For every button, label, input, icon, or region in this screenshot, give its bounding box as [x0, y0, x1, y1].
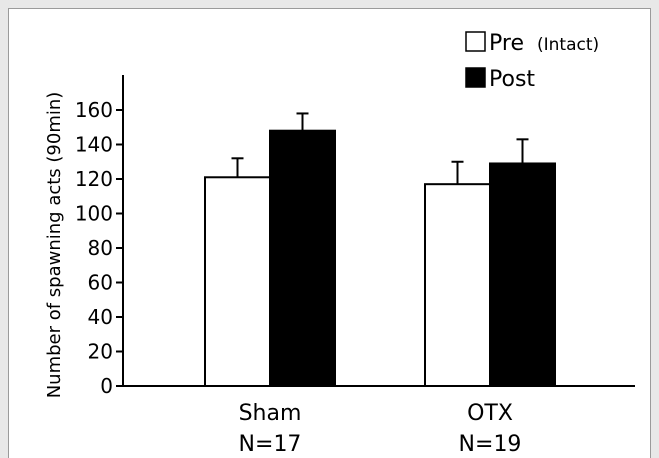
y-axis-label: Number of spawning acts (90min) — [44, 92, 65, 399]
y-tick-label: 100 — [75, 202, 113, 226]
y-tick-label: 80 — [88, 236, 113, 260]
y-tick-label: 40 — [88, 305, 113, 329]
bar-pre-otx — [424, 183, 491, 387]
legend-label-pre: Pre — [489, 31, 524, 56]
y-tick-label: 120 — [75, 167, 113, 191]
legend-swatch-post — [465, 67, 486, 88]
y-tick-label: 20 — [88, 340, 113, 364]
bar-post-sham — [269, 129, 336, 387]
y-tick-label: 140 — [75, 133, 113, 157]
sample-size-sham: N=17 — [239, 432, 302, 457]
y-tick-label: 0 — [100, 374, 113, 398]
y-tick-label: 160 — [75, 98, 113, 122]
legend-swatch-pre — [465, 31, 486, 52]
bars: Sham N=17 OTX N=19 — [204, 112, 556, 457]
legend-label-post: Post — [489, 67, 535, 92]
sample-size-otx: N=19 — [459, 432, 522, 457]
bar-post-otx — [489, 162, 556, 387]
y-tick-label: 60 — [88, 271, 113, 295]
bar-pre-sham — [204, 176, 271, 387]
category-label-otx: OTX — [467, 401, 513, 426]
legend: Pre (Intact) Post — [465, 31, 599, 92]
svg-text:Pre (Intact): Pre (Intact) — [489, 31, 599, 56]
category-label-sham: Sham — [239, 401, 302, 426]
legend-label-pre-suffix: (Intact) — [537, 35, 599, 55]
